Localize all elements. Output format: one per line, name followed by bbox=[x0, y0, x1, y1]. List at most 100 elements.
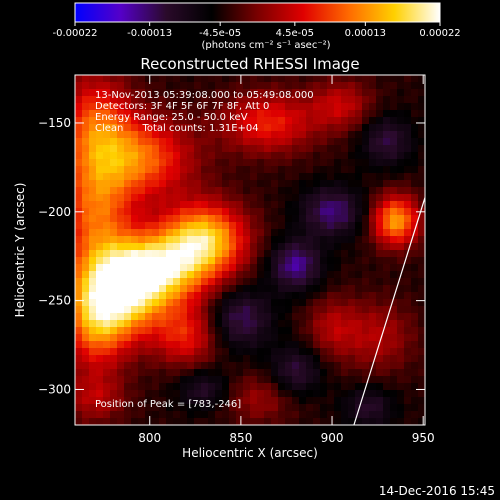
heatmap-cell bbox=[236, 166, 244, 174]
heatmap-cell bbox=[222, 110, 230, 118]
heatmap-cell bbox=[131, 103, 139, 111]
heatmap-cell bbox=[236, 320, 244, 328]
colorbar-units-label: (photons cm⁻² s⁻¹ asec⁻²) bbox=[201, 40, 330, 51]
heatmap-cell bbox=[229, 152, 237, 160]
heatmap-cell bbox=[145, 327, 153, 335]
heatmap-cell bbox=[103, 75, 111, 83]
heatmap-cell bbox=[208, 306, 216, 314]
heatmap-cell bbox=[208, 299, 216, 307]
heatmap-cell bbox=[299, 271, 307, 279]
heatmap-cell bbox=[257, 327, 265, 335]
heatmap-cell bbox=[278, 383, 286, 391]
heatmap-cell bbox=[348, 383, 356, 391]
heatmap-cell bbox=[173, 320, 181, 328]
heatmap-cell bbox=[292, 215, 300, 223]
heatmap-cell bbox=[187, 418, 195, 425]
heatmap-cell bbox=[362, 313, 370, 321]
heatmap-cell bbox=[180, 397, 188, 405]
heatmap-cell bbox=[376, 418, 384, 425]
heatmap-cell bbox=[397, 236, 405, 244]
heatmap-cell bbox=[194, 292, 202, 300]
heatmap-cell bbox=[75, 271, 83, 279]
heatmap-cell bbox=[201, 327, 209, 335]
heatmap-cell bbox=[229, 89, 237, 97]
heatmap-cell bbox=[194, 327, 202, 335]
heatmap-cell bbox=[404, 215, 412, 223]
colorbar-tick-label: -4.5e-05 bbox=[199, 28, 241, 39]
heatmap-cell bbox=[187, 145, 195, 153]
heatmap-cell bbox=[222, 103, 230, 111]
heatmap-cell bbox=[369, 222, 377, 230]
heatmap-cell bbox=[355, 362, 363, 370]
heatmap-cell bbox=[166, 180, 174, 188]
heatmap-cell bbox=[355, 243, 363, 251]
heatmap-cell bbox=[103, 411, 111, 419]
heatmap-cell bbox=[299, 222, 307, 230]
heatmap-cell bbox=[369, 187, 377, 195]
heatmap-cell bbox=[243, 194, 251, 202]
heatmap-cell bbox=[411, 194, 419, 202]
heatmap-cell bbox=[215, 397, 223, 405]
heatmap-cell bbox=[313, 82, 321, 90]
heatmap-cell bbox=[89, 292, 97, 300]
heatmap-cell bbox=[103, 110, 111, 118]
heatmap-cell bbox=[229, 124, 237, 132]
heatmap-cell bbox=[173, 229, 181, 237]
heatmap-cell bbox=[362, 75, 370, 83]
heatmap-cell bbox=[271, 194, 279, 202]
heatmap-cell bbox=[75, 383, 83, 391]
heatmap-cell bbox=[96, 271, 104, 279]
heatmap-cell bbox=[215, 348, 223, 356]
y-axis-label: Heliocentric Y (arcsec) bbox=[13, 183, 27, 318]
heatmap-cell bbox=[145, 89, 153, 97]
heatmap-cell bbox=[124, 138, 132, 146]
heatmap-cell bbox=[89, 208, 97, 216]
heatmap-cell bbox=[96, 89, 104, 97]
heatmap-cell bbox=[376, 348, 384, 356]
heatmap-cell bbox=[208, 138, 216, 146]
heatmap-cell bbox=[334, 215, 342, 223]
heatmap-cell bbox=[215, 411, 223, 419]
heatmap-cell bbox=[292, 187, 300, 195]
heatmap-cell bbox=[236, 208, 244, 216]
heatmap-cell bbox=[299, 138, 307, 146]
heatmap-cell bbox=[236, 131, 244, 139]
heatmap-cell bbox=[383, 117, 391, 125]
heatmap-cell bbox=[173, 264, 181, 272]
heatmap-cell bbox=[194, 278, 202, 286]
heatmap-cell bbox=[215, 173, 223, 181]
heatmap-cell bbox=[320, 334, 328, 342]
heatmap-cell bbox=[390, 117, 398, 125]
heatmap-cell bbox=[362, 376, 370, 384]
heatmap-cell bbox=[82, 145, 90, 153]
heatmap-cell bbox=[271, 348, 279, 356]
heatmap-cell bbox=[194, 103, 202, 111]
heatmap-cell bbox=[103, 131, 111, 139]
heatmap-cell bbox=[82, 236, 90, 244]
heatmap-cell bbox=[418, 383, 425, 391]
heatmap-cell bbox=[180, 285, 188, 293]
heatmap-cell bbox=[271, 383, 279, 391]
heatmap-cell bbox=[201, 397, 209, 405]
heatmap-cell bbox=[173, 348, 181, 356]
heatmap-cell bbox=[369, 278, 377, 286]
heatmap-cell bbox=[222, 369, 230, 377]
heatmap-cell bbox=[257, 152, 265, 160]
heatmap-cell bbox=[201, 166, 209, 174]
heatmap-cell bbox=[236, 383, 244, 391]
heatmap-cell bbox=[117, 348, 125, 356]
heatmap-cell bbox=[334, 264, 342, 272]
heatmap-cell bbox=[383, 180, 391, 188]
heatmap-cell bbox=[236, 271, 244, 279]
heatmap-cell bbox=[390, 376, 398, 384]
heatmap-cell bbox=[285, 299, 293, 307]
heatmap-cell bbox=[82, 222, 90, 230]
heatmap-cell bbox=[306, 96, 314, 104]
heatmap-cell bbox=[278, 362, 286, 370]
heatmap-cell bbox=[75, 404, 83, 412]
heatmap-cell bbox=[96, 348, 104, 356]
heatmap-cell bbox=[264, 159, 272, 167]
heatmap-cell bbox=[334, 306, 342, 314]
heatmap-cell bbox=[299, 152, 307, 160]
heatmap-cell bbox=[390, 341, 398, 349]
